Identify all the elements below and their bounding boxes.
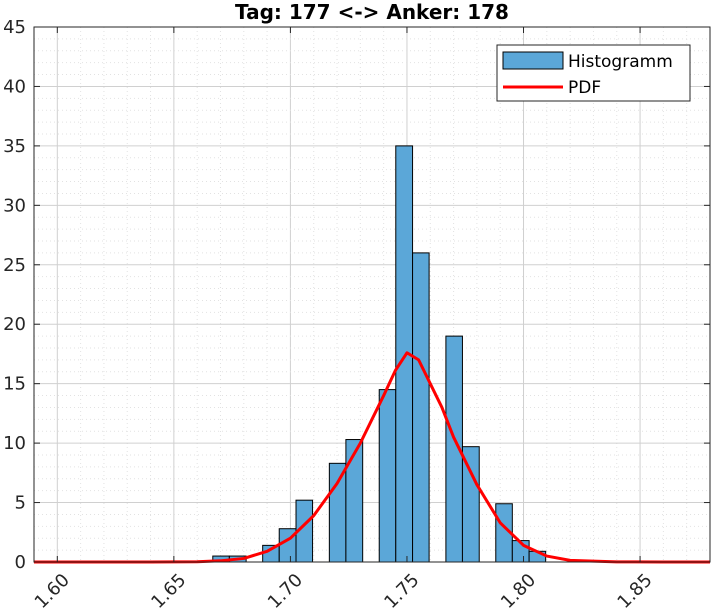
y-tick-label: 10 [3,433,26,454]
legend-label-histogramm: Histogramm [568,52,673,72]
histogram-bar [412,252,430,563]
y-tick-label: 20 [3,314,26,335]
chart-title: Tag: 177 <-> Anker: 178 [235,0,509,24]
legend-swatch-histogramm [502,51,564,70]
legend-label-pdf: PDF [568,78,601,98]
y-tick-label: 30 [3,195,26,216]
histogram-bars [212,145,547,563]
histogram-bar [378,389,397,563]
y-tick-label: 40 [3,76,26,97]
y-tick-label: 35 [3,136,26,157]
plot-frame [33,26,711,563]
y-tick-label: 15 [3,374,26,395]
x-tick-label: 1.70 [264,570,307,613]
histogram-bar [328,462,347,563]
histogram-bar [345,439,364,563]
x-tick-label: 1.80 [497,570,540,613]
y-tick-label: 45 [3,17,26,38]
pdf-curve [34,351,710,564]
y-tick-label: 0 [15,552,26,573]
x-tick-label: 1.85 [613,570,656,613]
x-tick-label: 1.60 [31,570,74,613]
y-tick-label: 5 [15,493,26,514]
x-tick-label: 1.75 [380,570,423,613]
x-tick-label: 1.65 [147,570,190,613]
y-tick-label: 25 [3,255,26,276]
pdf-curve-layer [34,351,710,564]
grid [34,26,711,563]
histogram-bar [461,446,480,563]
legend: Histogramm PDF [496,44,691,102]
